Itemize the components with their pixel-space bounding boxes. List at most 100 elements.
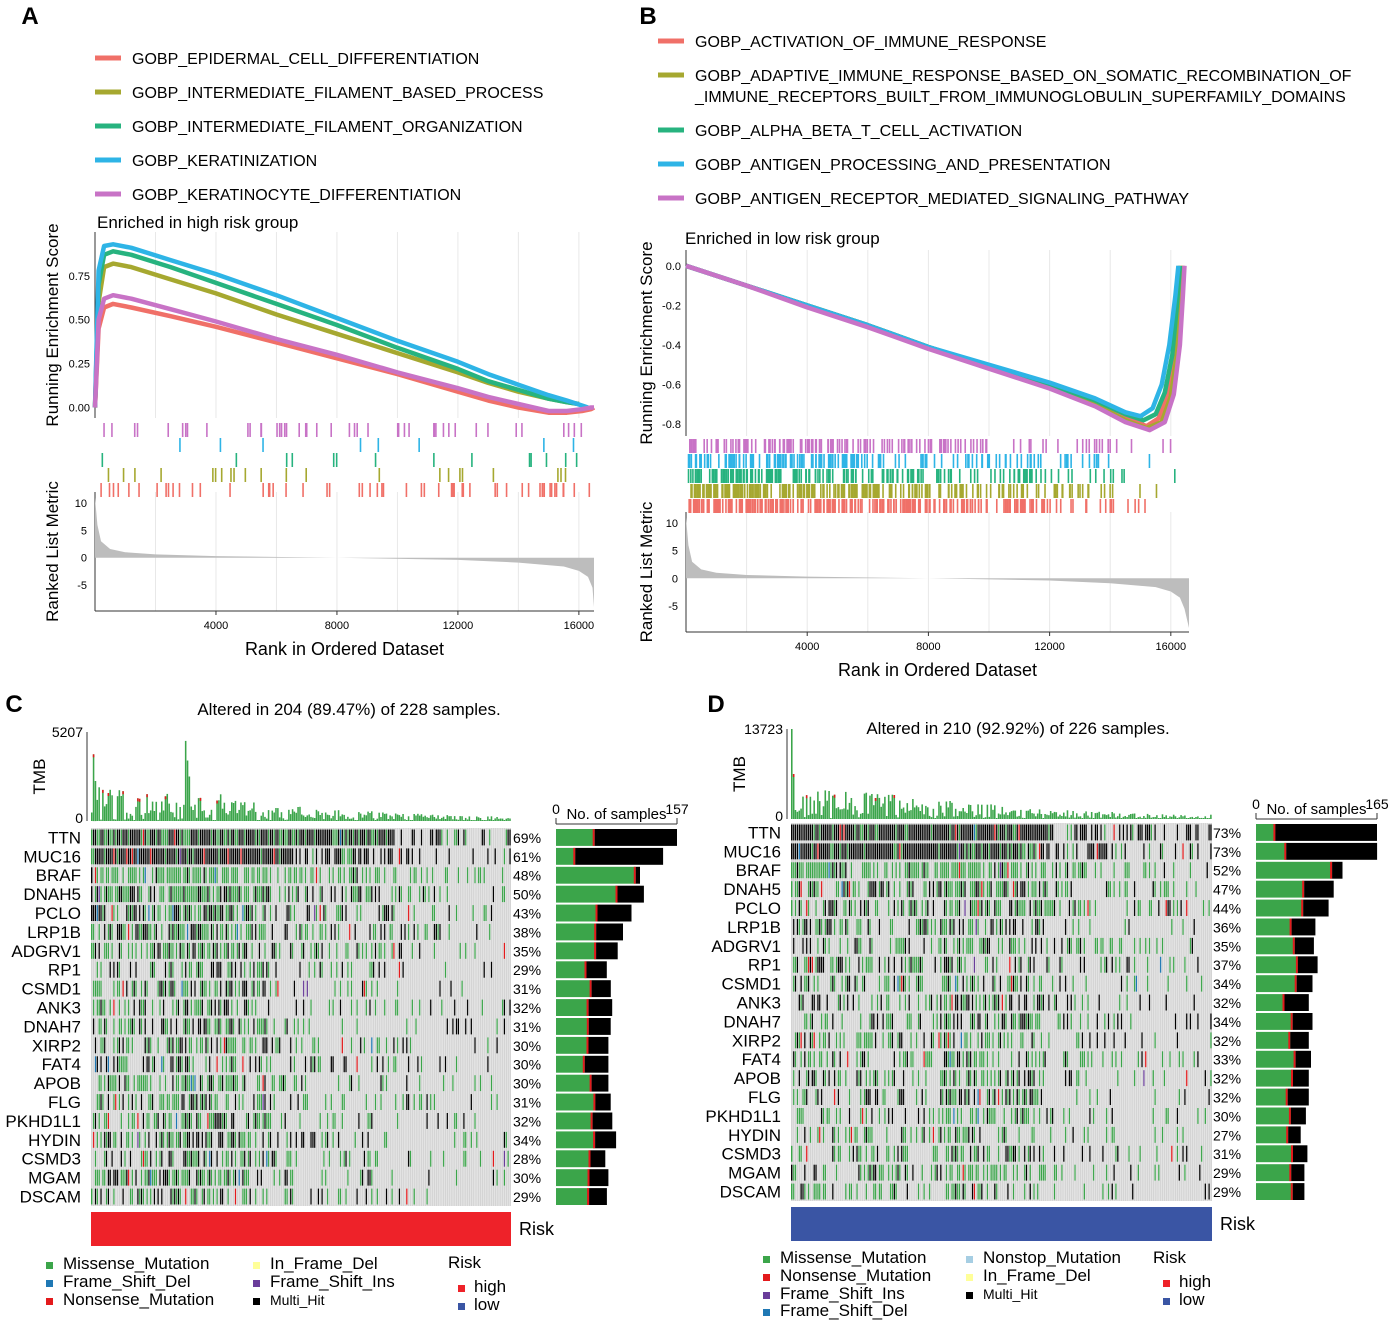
- mutation-cell: [159, 1131, 161, 1148]
- mutation-cell: [243, 1018, 246, 1035]
- mutation-cell: [928, 881, 931, 898]
- mutation-cell: [413, 1094, 415, 1110]
- mutation-cell: [915, 956, 918, 973]
- mutation-cell: [203, 848, 205, 865]
- mutation-cell: [1100, 824, 1102, 841]
- mutation-cell: [177, 848, 180, 865]
- tmb-bar: [1150, 817, 1153, 819]
- mutation-cell: [288, 886, 290, 903]
- mutation-cell: [1148, 824, 1151, 841]
- mutation-cell: [407, 1056, 410, 1073]
- mutation-cell: [1113, 862, 1115, 879]
- tmb-bar: [966, 813, 968, 819]
- tmb-bar: [1046, 814, 1048, 819]
- mutation-cell: [992, 975, 994, 992]
- mutation-cell: [1182, 919, 1184, 935]
- mutation-cell: [205, 867, 207, 884]
- mutation-cell: [846, 937, 849, 954]
- mutation-cell: [127, 942, 130, 959]
- mutation-cell: [893, 824, 895, 841]
- mutation-cell: [910, 862, 912, 879]
- mutation-cell: [792, 862, 795, 879]
- mutation-cell: [971, 900, 974, 916]
- mutation-cell: [826, 862, 828, 879]
- mutation-cell: [930, 843, 933, 860]
- mutation-cell: [858, 956, 860, 973]
- mutation-cell: [286, 905, 288, 921]
- gene-percent-CSMD1: 31%: [513, 981, 541, 997]
- mutation-cell: [1020, 975, 1022, 992]
- risk-bar-label: Risk: [519, 1219, 555, 1239]
- mutation-cell: [190, 829, 192, 846]
- mutation-cell: [192, 886, 194, 903]
- mutation-cell: [1036, 824, 1039, 841]
- mutation-cell: [155, 848, 157, 865]
- mutation-cell: [941, 975, 944, 992]
- mutation-cell: [339, 867, 342, 884]
- mutation-cell: [1023, 937, 1026, 954]
- sample-bar-missense: [1256, 956, 1298, 974]
- mutation-cell: [196, 867, 198, 884]
- mutation-cell: [203, 942, 205, 959]
- mutation-cell: [418, 999, 421, 1016]
- mutation-cell: [1085, 975, 1087, 992]
- mutation-cell: [140, 1188, 143, 1205]
- mutation-cell: [170, 1113, 172, 1129]
- mutation-cell: [923, 862, 925, 879]
- mutation-cell: [1102, 937, 1104, 954]
- mutation-cell: [186, 924, 189, 940]
- tmb-bar: [369, 813, 371, 821]
- mutation-cell: [1010, 900, 1013, 916]
- mutation-cell: [210, 1169, 213, 1186]
- tmb-bar: [124, 819, 126, 821]
- tmb-bar: [992, 809, 994, 819]
- tmb-bar: [1144, 817, 1147, 819]
- mutation-cell: [194, 999, 196, 1016]
- tmb-bar: [225, 813, 228, 821]
- mutation-cell: [275, 961, 277, 978]
- tmb-bar: [131, 815, 134, 821]
- mutation-cell: [824, 824, 826, 841]
- risk-bar: [91, 1212, 511, 1246]
- mutation-cell: [140, 1169, 143, 1186]
- mutation-cell: [266, 1150, 268, 1167]
- mutation-cell: [262, 1094, 264, 1110]
- mutation-cell: [275, 980, 277, 997]
- mutation-cell: [91, 1188, 93, 1205]
- tmb-bar: [1094, 813, 1097, 819]
- sample-bar-missense: [556, 980, 592, 998]
- tmb-bar: [256, 820, 259, 821]
- mutation-cell: [845, 881, 847, 898]
- tmb-bar: [188, 776, 191, 821]
- mutation-cell: [962, 824, 964, 841]
- mutation-cell: [194, 867, 196, 884]
- mutation-cell: [275, 905, 277, 921]
- mutation-cell: [159, 848, 161, 865]
- mutation-cell: [173, 924, 176, 940]
- mutation-cell: [92, 942, 95, 959]
- mutation-cell: [170, 886, 172, 903]
- mutation-cell: [100, 1188, 102, 1205]
- sample-bar-missense: [556, 1150, 591, 1168]
- mutation-cell: [982, 881, 985, 898]
- mutation-cell: [277, 829, 279, 846]
- mutation-cell: [173, 980, 176, 997]
- mutation-cell: [361, 829, 364, 846]
- mutation-cell: [792, 975, 795, 992]
- mutation-cell: [243, 999, 246, 1016]
- mutation-cell: [231, 1150, 233, 1167]
- mutation-cell: [253, 961, 255, 978]
- mutation-cell: [111, 942, 113, 959]
- mutation-cell: [135, 905, 137, 921]
- mutation-cell: [227, 886, 229, 903]
- mutation-cell: [194, 924, 196, 940]
- mutation-cell: [210, 1131, 213, 1148]
- mutation-cell: [1003, 824, 1005, 841]
- mutation-cell: [845, 900, 847, 916]
- tmb-bar: [393, 819, 395, 821]
- tmb-bar: [867, 813, 869, 819]
- mutation-cell: [1014, 956, 1016, 973]
- tmb-bar: [207, 817, 209, 821]
- mutation-cell: [168, 1169, 170, 1186]
- mutation-cell: [893, 881, 895, 898]
